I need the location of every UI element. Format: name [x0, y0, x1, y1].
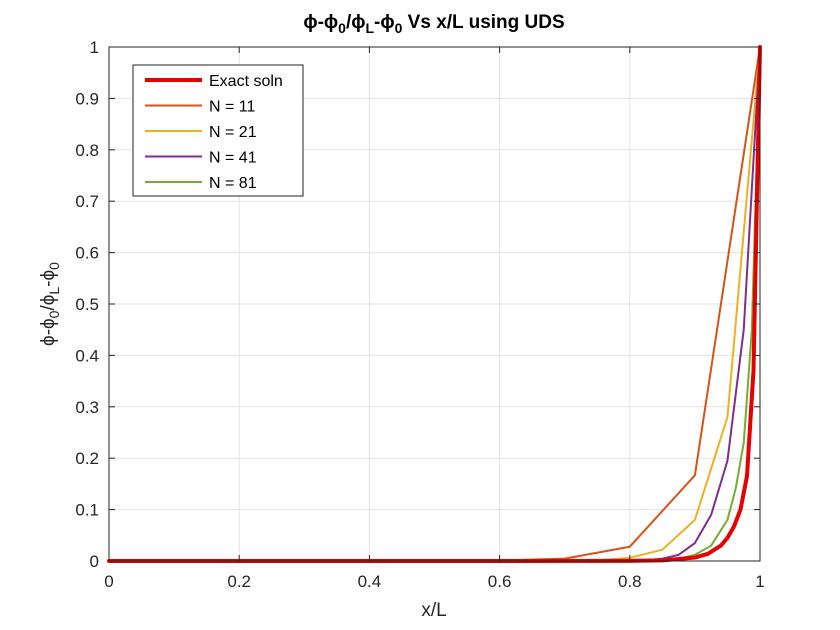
title-subscript: 0 [395, 20, 403, 36]
legend-label: N = 41 [209, 150, 257, 167]
x-tick-label: 0 [104, 572, 113, 591]
x-tick-label: 1 [755, 572, 764, 591]
y-tick-label: 1 [90, 38, 99, 57]
title-part: ϕ-ϕ [303, 12, 338, 33]
y-tick-label: 0.6 [75, 244, 99, 263]
y-tick-label: 0.1 [75, 501, 99, 520]
y-tick-label: 0.8 [75, 141, 99, 160]
ylabel-part: /ϕ [38, 295, 59, 311]
ylabel-subscript: 0 [46, 262, 62, 270]
title-part: /ϕ [346, 12, 366, 33]
y-tick-label: 0.5 [75, 295, 99, 314]
title-subscript: 0 [338, 20, 346, 36]
ylabel-part: ϕ-ϕ [38, 318, 59, 346]
x-axis-label: x/L [421, 600, 446, 621]
legend-label: Exact soln [209, 73, 283, 90]
chart-title: ϕ-ϕ0/ϕL-ϕ0 Vs x/L using UDS [303, 12, 564, 36]
title-subscript: L [365, 20, 374, 36]
ylabel-subscript: L [46, 287, 62, 295]
y-tick-label: 0 [90, 552, 99, 571]
legend-label: N = 11 [209, 99, 256, 116]
ylabel-subscript: 0 [46, 310, 62, 318]
legend-label: N = 21 [209, 124, 257, 141]
y-tick-label: 0.4 [75, 346, 99, 365]
y-tick-label: 0.2 [75, 449, 99, 468]
x-tick-label: 0.6 [488, 572, 512, 591]
legend: Exact soln N = 11 N = 21 N = 41 N = 81 [132, 64, 304, 197]
y-tick-label: 0.9 [75, 89, 99, 108]
tick-labels: 0 0.2 0.4 0.6 0.8 1 0 0.1 0.2 0.3 0.4 0.5 0.6 0.7 0.8 0… [75, 38, 764, 591]
y-tick-label: 0.3 [75, 398, 99, 417]
x-tick-label: 0.2 [227, 572, 251, 591]
title-part: Vs x/L using UDS [402, 12, 564, 33]
ticks [108, 46, 761, 562]
legend-label: N = 81 [209, 175, 257, 192]
y-tick-label: 0.7 [75, 192, 99, 211]
y-axis-label: ϕ-ϕ0/ϕL-ϕ0 [38, 262, 62, 346]
title-part: -ϕ [374, 12, 395, 33]
x-tick-label: 0.4 [358, 572, 382, 591]
ylabel-part: -ϕ [38, 270, 59, 287]
x-tick-label: 0.8 [618, 572, 642, 591]
